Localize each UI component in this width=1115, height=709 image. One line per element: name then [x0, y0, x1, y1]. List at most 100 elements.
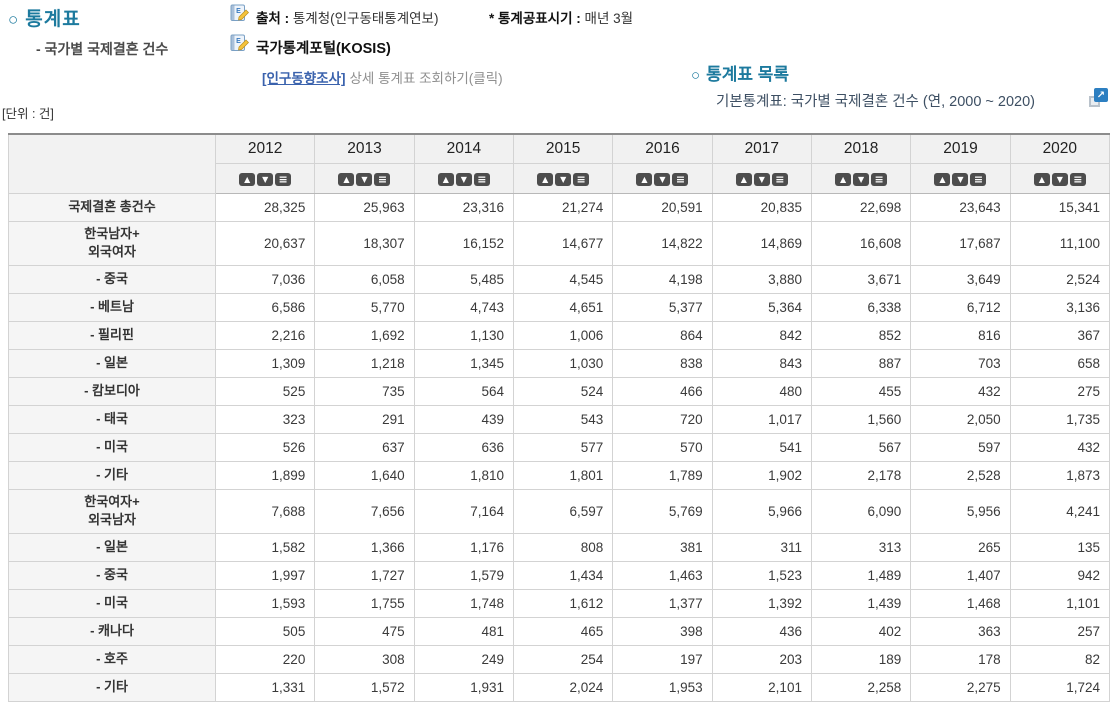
international-marriage-table: 2012 2013 2014 2015 2016 2017 2018 2019 2020 ▲ ▼ ≡…	[8, 133, 1111, 702]
data-cell: 475	[314, 616, 415, 646]
year-column-header: 2014	[413, 133, 514, 164]
data-cell: 4,743	[413, 292, 514, 322]
data-cell: 1,309	[214, 348, 316, 378]
sort-desc-button[interactable]: ▼	[654, 173, 671, 186]
sort-asc-button[interactable]: ▲	[338, 173, 355, 186]
data-cell: 3,880	[711, 264, 812, 294]
sort-desc-button[interactable]: ▼	[952, 173, 969, 186]
row-label: - 필리핀	[8, 320, 216, 350]
data-cell: 525	[214, 376, 316, 406]
data-cell: 14,677	[512, 220, 614, 266]
data-cell: 1,810	[413, 460, 514, 490]
sort-asc-button[interactable]: ▲	[835, 173, 852, 186]
sort-controls-cell: ▲ ▼ ≡	[512, 162, 614, 194]
sort-desc-button[interactable]: ▼	[455, 173, 472, 186]
data-cell: 481	[413, 616, 514, 646]
sort-desc-button[interactable]: ▼	[257, 173, 274, 186]
table-row: - 호주 220 308 249 254 197 203 189 178 82	[8, 644, 1111, 674]
data-cell: 6,586	[214, 292, 316, 322]
sort-asc-button[interactable]: ▲	[537, 173, 554, 186]
population-survey-link[interactable]: [인구동향조사]	[262, 71, 346, 86]
data-cell: 1,560	[810, 404, 912, 434]
data-cell: 20,637	[214, 220, 316, 266]
year-column-header: 2017	[711, 133, 812, 164]
year-column-header: 2020	[1009, 133, 1111, 164]
external-link-icon[interactable]: ↗	[1089, 88, 1108, 107]
table-row: - 캄보디아 525 735 564 524 466 480 455 432 275	[8, 376, 1111, 406]
data-cell: 265	[910, 532, 1011, 562]
sort-desc-button[interactable]: ▼	[356, 173, 373, 186]
sort-menu-button[interactable]: ≡	[672, 173, 689, 186]
sort-desc-button[interactable]: ▼	[753, 173, 770, 186]
sort-menu-button[interactable]: ≡	[871, 173, 888, 186]
data-cell: 887	[810, 348, 912, 378]
sort-menu-button[interactable]: ≡	[473, 173, 490, 186]
table-list-item: 기본통계표: 국가별 국제결혼 건수 (연, 2000 ~ 2020)	[716, 94, 1035, 110]
data-cell: 7,656	[314, 488, 415, 534]
year-column-header: 2013	[314, 133, 415, 164]
row-label: 한국남자+ 외국여자	[8, 220, 216, 266]
sort-desc-button[interactable]: ▼	[853, 173, 870, 186]
data-cell: 15,341	[1009, 192, 1111, 222]
sort-menu-button[interactable]: ≡	[573, 173, 590, 186]
table-row: 국제결혼 총건수 28,325 25,963 23,316 21,274 20,591 20…	[8, 192, 1111, 222]
data-cell: 197	[612, 644, 713, 674]
data-cell: 703	[910, 348, 1011, 378]
sort-asc-button[interactable]: ▲	[934, 173, 951, 186]
data-cell: 203	[711, 644, 812, 674]
data-cell: 18,307	[314, 220, 415, 266]
data-cell: 381	[612, 532, 713, 562]
table-row: - 미국 526 637 636 577 570 541 567 597 432	[8, 432, 1111, 462]
data-cell: 505	[214, 616, 316, 646]
data-cell: 254	[512, 644, 614, 674]
data-cell: 816	[910, 320, 1011, 350]
sort-menu-button[interactable]: ≡	[970, 173, 987, 186]
sort-asc-button[interactable]: ▲	[735, 173, 752, 186]
sort-asc-button[interactable]: ▲	[437, 173, 454, 186]
sort-controls-cell: ▲ ▼ ≡	[910, 162, 1011, 194]
data-cell: 6,597	[512, 488, 614, 534]
data-cell: 249	[413, 644, 514, 674]
data-cell: 2,216	[214, 320, 316, 350]
sort-asc-button[interactable]: ▲	[636, 173, 653, 186]
row-label: - 미국	[8, 432, 216, 462]
sort-asc-button[interactable]: ▲	[239, 173, 256, 186]
data-cell: 178	[910, 644, 1011, 674]
data-cell: 1,735	[1009, 404, 1111, 434]
table-row: - 기타 1,331 1,572 1,931 2,024 1,953 2,101 2,258 2…	[8, 672, 1111, 702]
row-label: - 일본	[8, 532, 216, 562]
table-row: 한국여자+ 외국남자 7,688 7,656 7,164 6,597 5,769 5,966…	[8, 488, 1111, 534]
document-pencil-icon: E	[230, 4, 251, 24]
sort-asc-button[interactable]: ▲	[1033, 173, 1050, 186]
sort-desc-button[interactable]: ▼	[555, 173, 572, 186]
data-cell: 220	[214, 644, 316, 674]
unit-label: [단위 : 건]	[2, 107, 54, 121]
data-cell: 1,331	[214, 672, 316, 702]
data-cell: 637	[314, 432, 415, 462]
data-cell: 25,963	[314, 192, 415, 222]
data-cell: 2,024	[512, 672, 614, 702]
table-row: - 미국 1,593 1,755 1,748 1,612 1,377 1,392 1,439 1…	[8, 588, 1111, 618]
row-label: - 기타	[8, 460, 216, 490]
table-row: - 베트남 6,586 5,770 4,743 4,651 5,377 5,364 6,338…	[8, 292, 1111, 322]
data-cell: 735	[314, 376, 415, 406]
data-cell: 432	[910, 376, 1011, 406]
data-cell: 466	[612, 376, 713, 406]
sort-menu-button[interactable]: ≡	[275, 173, 292, 186]
publish-label: * 통계공표시기 :	[489, 11, 581, 26]
data-cell: 570	[612, 432, 713, 462]
sort-menu-button[interactable]: ≡	[1069, 173, 1086, 186]
year-header-row: 2012 2013 2014 2015 2016 2017 2018 2019 2020	[8, 133, 1111, 194]
sort-menu-button[interactable]: ≡	[374, 173, 391, 186]
data-cell: 7,688	[214, 488, 316, 534]
data-cell: 14,822	[612, 220, 713, 266]
row-label: - 일본	[8, 348, 216, 378]
sort-desc-button[interactable]: ▼	[1051, 173, 1068, 186]
data-cell: 2,528	[910, 460, 1011, 490]
data-cell: 852	[810, 320, 912, 350]
row-label: 한국여자+ 외국남자	[8, 488, 216, 534]
data-cell: 1,130	[413, 320, 514, 350]
data-cell: 1,755	[314, 588, 415, 618]
data-cell: 257	[1009, 616, 1111, 646]
sort-menu-button[interactable]: ≡	[771, 173, 788, 186]
